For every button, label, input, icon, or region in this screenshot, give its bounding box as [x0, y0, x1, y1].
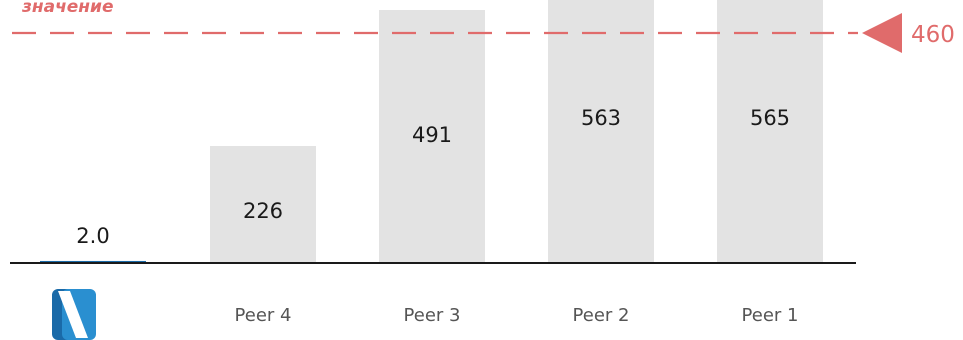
company-logo-icon — [52, 289, 96, 340]
reference-arrow-icon — [862, 13, 902, 53]
value-label: 2.0 — [76, 224, 109, 248]
value-label: 491 — [412, 123, 452, 147]
bar-peer-1 — [717, 0, 823, 263]
reference-caption: значение — [21, 0, 113, 17]
value-label: 565 — [750, 106, 790, 130]
category-label: Peer 1 — [742, 305, 799, 326]
value-label: 226 — [243, 199, 283, 223]
value-label: 563 — [581, 106, 621, 130]
bar-peer-2 — [548, 0, 654, 262]
category-label: Peer 4 — [235, 305, 292, 326]
value-labels-layer: 2.0 226 491 563 565 — [76, 106, 790, 248]
bar-company — [40, 260, 146, 262]
reference-value: 460 — [911, 22, 955, 48]
bar-peer-3 — [379, 10, 485, 262]
bars-layer — [40, 0, 823, 263]
category-label: Peer 2 — [573, 305, 630, 326]
category-labels-layer: Peer 4 Peer 3 Peer 2 Peer 1 — [235, 305, 799, 326]
category-label: Peer 3 — [404, 305, 461, 326]
bar-peer-4 — [210, 146, 316, 262]
